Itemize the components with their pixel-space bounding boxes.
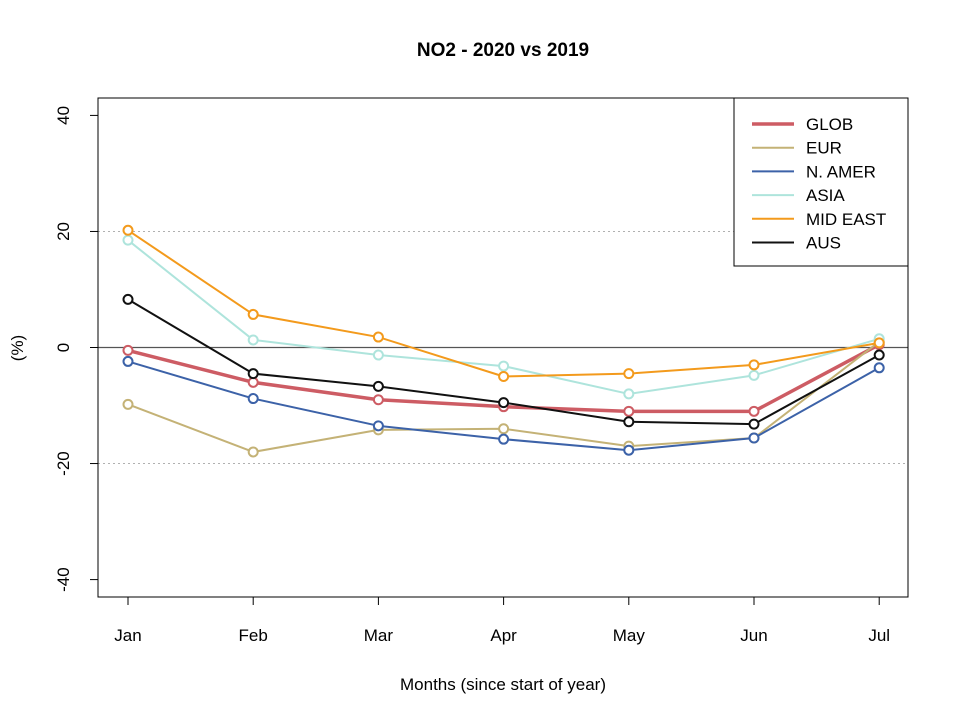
data-point <box>623 368 635 380</box>
legend-label: N. AMER <box>806 162 876 181</box>
data-point <box>623 416 635 428</box>
data-point <box>498 423 510 435</box>
data-point <box>372 380 384 392</box>
legend: GLOB EUR N. AMER ASIA MID EAST AUS <box>733 97 909 267</box>
data-point <box>873 362 885 374</box>
data-point <box>247 368 259 380</box>
data-point <box>122 344 134 356</box>
data-point <box>122 398 134 410</box>
x-axis: Jan Feb Mar Apr May Jun Jul <box>114 596 890 645</box>
data-point <box>748 405 760 417</box>
y-axis-label: (%) <box>8 335 27 361</box>
data-point <box>498 360 510 372</box>
x-tick-label: Mar <box>364 626 394 645</box>
data-point <box>247 393 259 405</box>
legend-label: AUS <box>806 234 841 253</box>
data-point <box>498 397 510 409</box>
x-tick-label: Jun <box>740 626 767 645</box>
x-tick-label: May <box>613 626 646 645</box>
data-point <box>122 293 134 305</box>
legend-label: MID EAST <box>806 210 886 229</box>
data-point <box>623 388 635 400</box>
data-point <box>372 331 384 343</box>
data-point <box>372 394 384 406</box>
data-point <box>873 337 885 349</box>
data-point <box>122 234 134 246</box>
data-point <box>748 432 760 444</box>
x-axis-label: Months (since start of year) <box>400 675 606 694</box>
data-point <box>247 446 259 458</box>
data-point <box>873 349 885 361</box>
y-tick-label: -20 <box>54 451 73 476</box>
data-point <box>748 359 760 371</box>
x-tick-label: Jul <box>868 626 890 645</box>
data-point <box>247 334 259 346</box>
data-point <box>122 355 134 367</box>
legend-label: EUR <box>806 139 842 158</box>
x-tick-label: Jan <box>114 626 141 645</box>
legend-box <box>733 97 909 267</box>
y-axis: -40 -20 0 20 40 <box>54 106 99 592</box>
x-tick-label: Feb <box>239 626 268 645</box>
chart-title: NO2 - 2020 vs 2019 <box>417 40 589 61</box>
data-point <box>623 444 635 456</box>
data-point <box>372 420 384 432</box>
data-point <box>372 349 384 361</box>
data-point <box>122 224 134 236</box>
series-layer <box>122 224 885 458</box>
data-point <box>247 376 259 388</box>
data-point <box>498 371 510 383</box>
data-point <box>748 369 760 381</box>
data-point <box>748 418 760 430</box>
legend-label: GLOB <box>806 115 853 134</box>
legend-label: ASIA <box>806 186 845 205</box>
data-point <box>247 308 259 320</box>
data-point <box>623 405 635 417</box>
data-point <box>498 433 510 445</box>
y-tick-label: 0 <box>54 343 73 352</box>
y-tick-label: -40 <box>54 567 73 592</box>
x-tick-label: Apr <box>490 626 517 645</box>
y-tick-label: 20 <box>54 222 73 241</box>
y-tick-label: 40 <box>54 106 73 125</box>
